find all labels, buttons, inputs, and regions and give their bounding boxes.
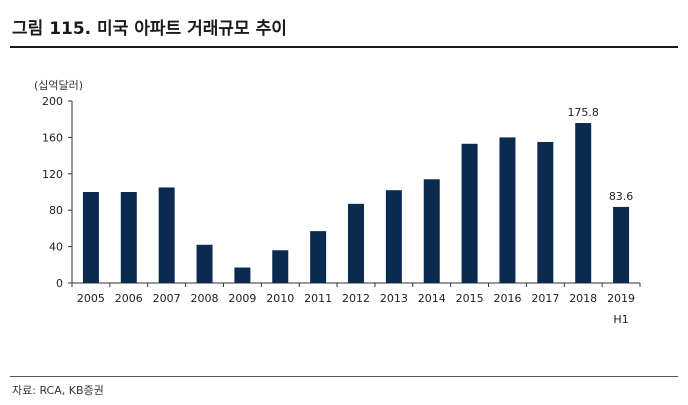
bar <box>348 203 364 283</box>
y-tick-label: 200 <box>42 95 63 108</box>
x-tick-label: 2018 <box>569 292 597 305</box>
x-tick-label: 2012 <box>342 292 370 305</box>
bar <box>234 267 251 283</box>
y-tick-label: 160 <box>42 131 63 144</box>
x-tick-label: 2017 <box>531 292 559 305</box>
x-tick-label: 2016 <box>493 292 521 305</box>
x-tick-label: 2008 <box>191 292 219 305</box>
bar <box>120 192 137 283</box>
y-tick-label: 120 <box>42 168 63 181</box>
x-tick-label: 2011 <box>304 292 332 305</box>
data-label: 83.6 <box>609 190 634 203</box>
y-tick-label: 40 <box>49 241 63 254</box>
y-tick-label: 0 <box>56 277 63 290</box>
y-tick-label: 80 <box>49 204 63 217</box>
x-tick-label: 2007 <box>153 292 181 305</box>
x-tick-label: 2009 <box>228 292 256 305</box>
bar <box>537 141 554 283</box>
bar <box>158 187 175 283</box>
bar <box>196 244 213 283</box>
bar <box>82 192 99 283</box>
bar <box>423 179 440 283</box>
bar <box>272 250 289 283</box>
bar <box>385 190 402 283</box>
bar <box>461 143 478 283</box>
x-tick-label: 2014 <box>418 292 446 305</box>
x-tick-label: 2010 <box>266 292 294 305</box>
unit-label: (십억달러) <box>34 79 84 92</box>
bar <box>613 206 630 283</box>
bar <box>575 123 592 283</box>
source-note: 자료: RCA, KB증권 <box>12 384 104 397</box>
data-label: 175.8 <box>567 106 599 119</box>
x-tick-label: 2005 <box>77 292 105 305</box>
x-tick-label: H1 <box>613 313 628 326</box>
source-divider <box>10 376 678 377</box>
x-tick-label: 2006 <box>115 292 143 305</box>
bar <box>499 137 516 283</box>
bar-chart: 0 40 80 120 160 200 2005 2006 2007 2008 2009 2010 20… <box>42 95 641 326</box>
title-divider <box>10 46 678 48</box>
x-tick-label: 2013 <box>380 292 408 305</box>
x-tick-label: 2019 <box>607 292 635 305</box>
bar <box>310 231 327 283</box>
figure-title: 그림 115. 미국 아파트 거래규모 추이 <box>12 19 287 39</box>
x-tick-label: 2015 <box>456 292 484 305</box>
